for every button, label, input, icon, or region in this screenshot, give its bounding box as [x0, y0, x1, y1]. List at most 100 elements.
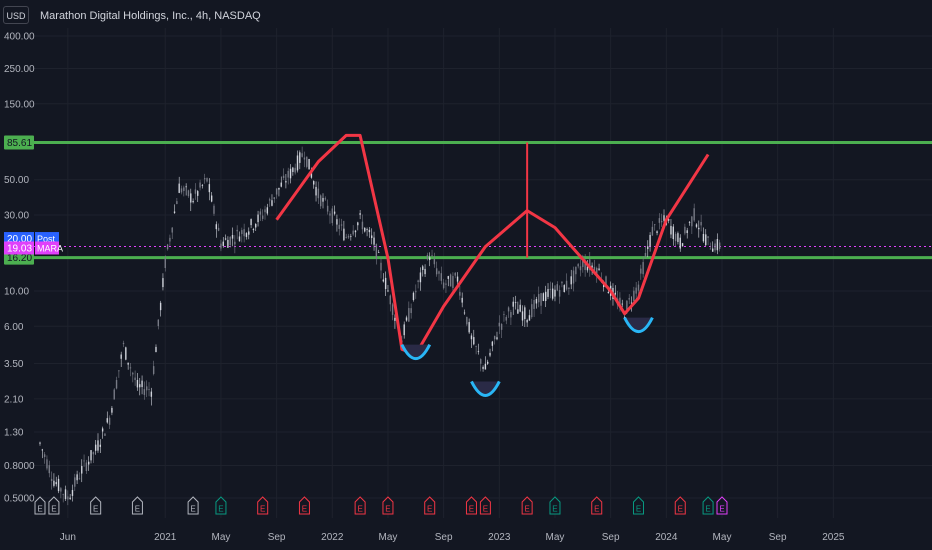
- candle-body: [417, 280, 419, 282]
- candle-body: [120, 354, 122, 359]
- y-tick-label: 1.30: [4, 427, 24, 438]
- candle-body: [255, 223, 257, 228]
- x-tick-label: Sep: [769, 532, 787, 543]
- candle-body: [435, 268, 438, 275]
- candle-body: [579, 266, 582, 271]
- candle-body: [326, 205, 329, 212]
- candle-body: [57, 478, 60, 492]
- candle-body: [338, 224, 340, 229]
- candle-body: [257, 214, 259, 223]
- candle-body: [500, 324, 503, 330]
- candle-body: [287, 170, 289, 178]
- candle-body: [637, 284, 640, 291]
- candle-body: [178, 183, 180, 193]
- candle-body: [674, 233, 677, 242]
- candle-body: [429, 257, 431, 260]
- candle-body: [55, 482, 57, 485]
- candle-body: [150, 391, 153, 397]
- candle-body: [204, 178, 206, 180]
- level-label-box: [4, 135, 34, 150]
- y-tick-label: 400.00: [4, 32, 35, 43]
- trend-drawing-line: [275, 133, 710, 356]
- currency-selector[interactable]: USD: [3, 6, 29, 24]
- candle-body: [322, 197, 324, 202]
- candle-body: [575, 266, 577, 275]
- candle-body: [197, 191, 199, 196]
- candle-body: [146, 386, 148, 391]
- candle-body: [185, 186, 187, 188]
- x-tick-label: 2022: [321, 532, 344, 543]
- candle-body: [315, 186, 317, 196]
- x-tick-label: Jun: [60, 532, 76, 543]
- candle-body: [271, 200, 273, 206]
- candle-body: [626, 300, 628, 313]
- earnings-marker-label: E: [51, 505, 56, 514]
- candle-body: [415, 290, 417, 293]
- candle-body: [438, 271, 440, 274]
- x-tick-label: Sep: [602, 532, 620, 543]
- candle-body: [162, 278, 164, 288]
- earnings-marker-label: E: [636, 505, 641, 514]
- candle-body: [633, 290, 635, 302]
- candle-body: [593, 266, 596, 273]
- candle-body: [343, 228, 345, 241]
- candle-body: [651, 226, 654, 236]
- price-tags: 20.00 Post 19.03 MARA: [4, 232, 63, 255]
- candle-body: [48, 465, 50, 474]
- candle-body: [164, 258, 166, 269]
- candle-body: [273, 197, 275, 200]
- user-drawings: [275, 133, 710, 397]
- earnings-marker: [632, 496, 644, 515]
- candle-body: [192, 200, 194, 203]
- candle-body: [222, 241, 224, 246]
- candle-body: [361, 221, 364, 230]
- candle-body: [712, 248, 714, 252]
- x-axis: Jun 2021 May Sep 2022 May Sep 2023 May Sep 2024 May…: [60, 532, 845, 543]
- candle-body: [250, 219, 252, 226]
- candle-body: [649, 234, 651, 247]
- candle-body: [357, 222, 359, 226]
- candle-body: [470, 335, 473, 340]
- price-tag-value: 19.03: [7, 243, 32, 254]
- candle-body: [679, 237, 681, 249]
- candle-body: [180, 188, 183, 193]
- cup-arc: [623, 316, 654, 334]
- candle-body: [215, 224, 217, 230]
- candle-body: [350, 236, 352, 237]
- candle-body: [514, 302, 517, 304]
- candle-body: [528, 315, 531, 321]
- candle-body: [76, 474, 78, 481]
- candle-body: [491, 341, 494, 346]
- x-tick-label: Sep: [435, 532, 453, 543]
- x-tick-label: 2024: [655, 532, 678, 543]
- candle-body: [301, 153, 303, 157]
- candle-body: [619, 297, 621, 307]
- cup-arc: [470, 380, 501, 397]
- candle-body: [71, 490, 74, 496]
- candle-body: [607, 291, 610, 294]
- candle-body: [635, 287, 637, 294]
- candle-body: [111, 407, 113, 413]
- earnings-marker-label: E: [678, 505, 683, 514]
- y-axis: 400.00 250.00 150.00 50.00 30.00 10.00 6.00 3.5…: [4, 32, 35, 505]
- candle-body: [248, 231, 250, 235]
- candle-body: [132, 372, 134, 375]
- candle-body: [656, 231, 658, 234]
- candle-body: [243, 229, 245, 237]
- y-tick-label: 150.00: [4, 99, 35, 110]
- candle-body: [157, 319, 160, 327]
- candle-body: [519, 304, 521, 312]
- candle-body: [473, 337, 475, 345]
- candle-body: [596, 267, 598, 276]
- candle-body: [677, 233, 679, 242]
- candle-body: [412, 292, 415, 301]
- y-tick-label: 6.00: [4, 322, 24, 333]
- candle-body: [245, 233, 248, 237]
- earnings-marker: [716, 496, 728, 515]
- y-tick-label: 10.00: [4, 286, 29, 297]
- candle-body: [658, 218, 661, 223]
- cup-arc: [400, 343, 432, 361]
- candle-body: [238, 236, 241, 242]
